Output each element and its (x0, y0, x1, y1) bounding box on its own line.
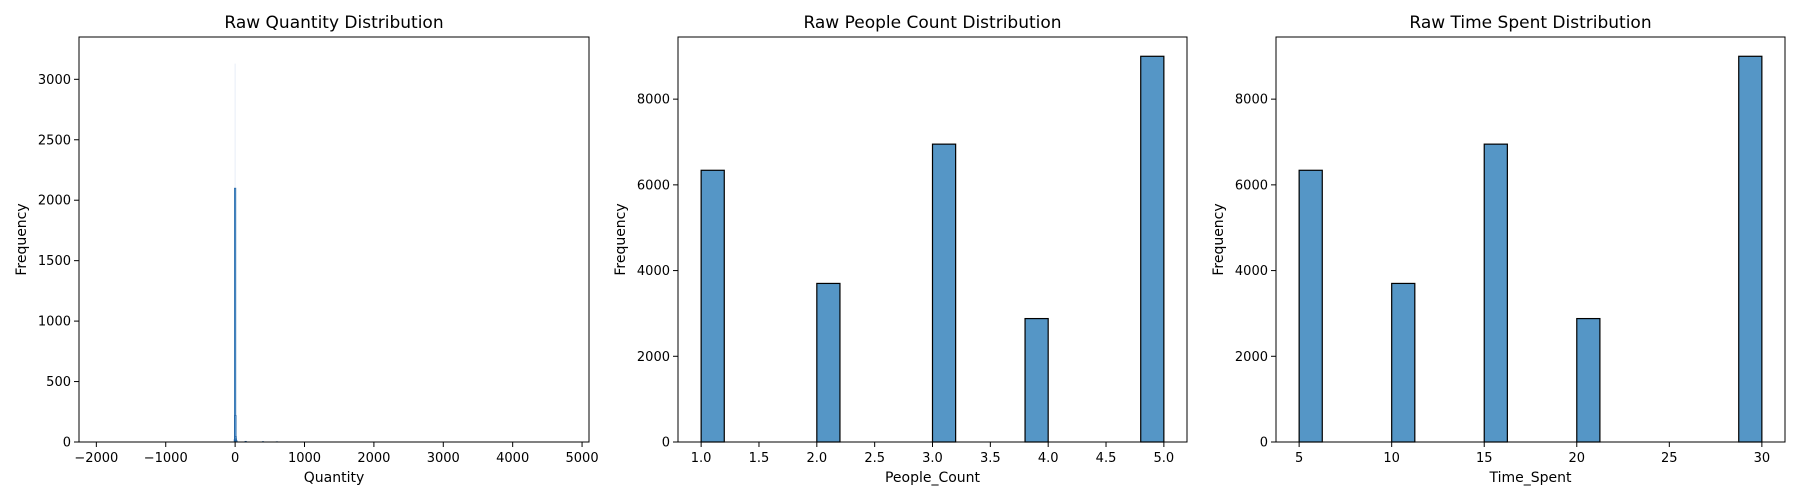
x-tick-label: 5.0 (1154, 451, 1175, 466)
y-tick-label: 1500 (38, 254, 71, 269)
x-tick-label: 25 (1661, 451, 1678, 466)
y-tick-label: 8000 (1235, 93, 1268, 108)
y-tick-label: 4000 (1235, 264, 1268, 279)
x-tick-label: 2.5 (864, 451, 885, 466)
bar-people-count-1 (816, 282, 841, 443)
axes-frame (78, 36, 590, 443)
x-tick-label: 2000 (357, 451, 390, 466)
y-tick-label: 3000 (38, 73, 71, 88)
y-tick-label: 6000 (637, 178, 670, 193)
x-tick-label: −2000 (74, 451, 118, 466)
x-tick-label: 1000 (288, 451, 321, 466)
chart-panel-quantity: −2000 −1000 0 1000 2000 3000 4000 5000 0 500 1000 1… (14, 13, 599, 486)
y-tick-label: 4000 (637, 264, 670, 279)
axes-frame (1275, 36, 1786, 443)
y-tick-label: 8000 (637, 93, 670, 108)
bar-people-count-4 (1140, 55, 1165, 443)
bar-time-spent-3 (1576, 317, 1601, 443)
chart-title: Raw Quantity Distribution (224, 13, 443, 33)
y-tick-label: 2000 (637, 350, 670, 365)
x-tick-label: 10 (1383, 451, 1400, 466)
x-tick-label: 4000 (496, 451, 529, 466)
chart-title: Raw Time Spent Distribution (1409, 13, 1651, 33)
chart-panel-time-spent: 5 10 15 20 25 30 0 2000 4000 6000 8000 Raw Time Spe… (1211, 13, 1786, 486)
y-axis-label: Frequency (1211, 203, 1227, 275)
y-tick-label: 6000 (1235, 178, 1268, 193)
bar-time-spent-1 (1391, 282, 1416, 443)
y-tick-label: 2000 (1235, 350, 1268, 365)
x-tick-label: 1.5 (749, 451, 770, 466)
x-axis-label: Quantity (304, 470, 365, 486)
x-tick-label: 3.5 (980, 451, 1001, 466)
x-tick-label: 1.0 (691, 451, 712, 466)
x-axis-label: Time_Spent (1488, 470, 1572, 486)
bar-people-count-2 (931, 143, 957, 443)
x-tick-label: 30 (1754, 451, 1771, 466)
x-tick-label: 15 (1476, 451, 1493, 466)
x-tick-label: 2.0 (806, 451, 827, 466)
y-tick-label: 2000 (38, 194, 71, 209)
bar-people-count-0 (700, 169, 725, 443)
x-axis-label: People_Count (885, 470, 981, 486)
y-tick-label: 0 (63, 436, 71, 451)
bar-quantity-1 (234, 187, 237, 443)
x-tick-label: 5000 (566, 451, 599, 466)
y-axis-label: Frequency (14, 203, 30, 275)
x-tick-label: 4.5 (1096, 451, 1117, 466)
x-tick-label: −1000 (144, 451, 188, 466)
y-tick-label: 2500 (38, 133, 71, 148)
bar-people-count-3 (1024, 317, 1049, 443)
bar-time-spent-4 (1738, 55, 1763, 443)
x-tick-label: 3000 (427, 451, 460, 466)
chart-title: Raw People Count Distribution (803, 13, 1061, 33)
x-tick-label: 5 (1295, 451, 1303, 466)
y-tick-label: 1000 (38, 315, 71, 330)
bar-time-spent-2 (1483, 143, 1508, 443)
y-tick-label: 500 (46, 375, 71, 390)
y-axis-label: Frequency (613, 203, 629, 275)
x-tick-label: 0 (231, 451, 239, 466)
y-tick-label: 0 (662, 436, 670, 451)
bar-time-spent-0 (1298, 169, 1323, 443)
chart-panel-people-count: 1.0 1.5 2.0 2.5 3.0 3.5 4.0 4.5 5.0 0 2000 4000 6000… (613, 13, 1188, 486)
y-tick-label: 0 (1260, 436, 1268, 451)
x-tick-label: 4.0 (1038, 451, 1059, 466)
x-tick-label: 3.0 (922, 451, 943, 466)
x-tick-label: 20 (1568, 451, 1585, 466)
